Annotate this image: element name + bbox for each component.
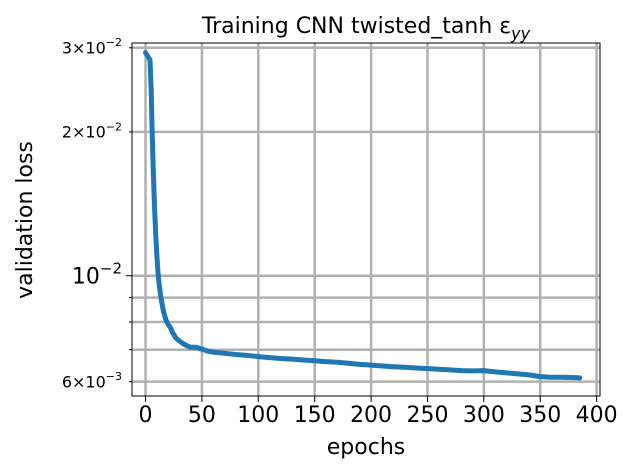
- x-tick-label: 100: [237, 403, 279, 428]
- chart-title-text: Training CNN twisted_tanh ε: [201, 14, 511, 39]
- chart-title: Training CNN twisted_tanh εyy: [201, 14, 531, 43]
- x-axis-label: epochs: [327, 435, 405, 460]
- x-tick-label: 0: [139, 403, 153, 428]
- y-tick-label-major: 10−2: [72, 260, 122, 290]
- x-tick-label: 150: [294, 403, 336, 428]
- y-tick-label-minor: 2×10−2: [62, 120, 122, 141]
- y-tick-label-minor: 6×10−3: [62, 370, 122, 391]
- x-tick-label: 400: [576, 403, 618, 428]
- x-tick-label: 300: [463, 403, 505, 428]
- plot-frame: [131, 42, 601, 397]
- x-tick-label: 350: [519, 403, 561, 428]
- x-tick-label: 200: [350, 403, 392, 428]
- series-layer: [143, 50, 583, 381]
- x-tick-label: 250: [406, 403, 448, 428]
- x-tick-label: 50: [188, 403, 216, 428]
- grid: [132, 43, 600, 396]
- chart-title-subscript: yy: [510, 24, 530, 43]
- tick-layer: 0 50 100 150 200 250 300 350 400 10−2 6×10−3 2×10−2…: [62, 36, 618, 428]
- series-line: [143, 50, 583, 381]
- y-axis-label: validation loss: [13, 141, 38, 299]
- y-tick-label-minor: 3×10−2: [62, 36, 122, 57]
